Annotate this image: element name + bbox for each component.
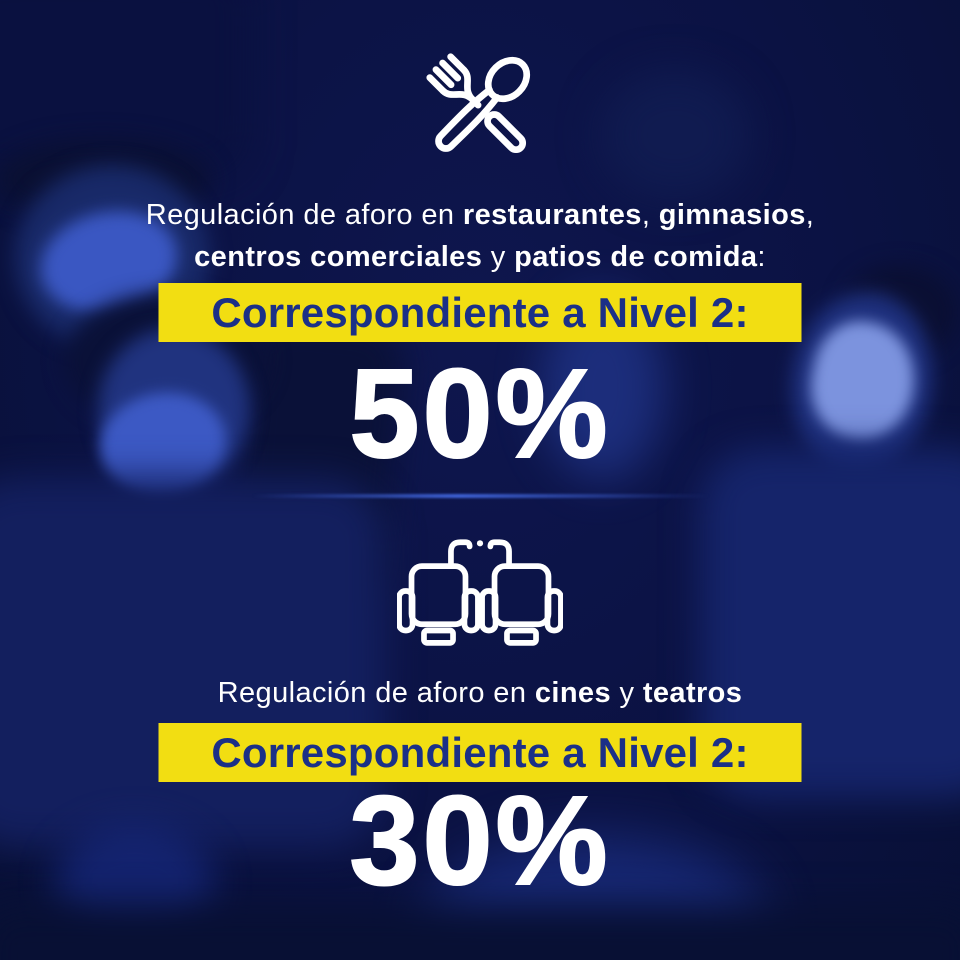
section2-intro-text: Regulación de aforo en cines y teatros [0, 672, 960, 714]
highlight-gimnasios: gimnasios [658, 199, 806, 231]
intro-segment: Regulación de aforo en [145, 199, 463, 231]
highlight-centros-comerciales: centros comerciales [194, 241, 483, 273]
banner-label: Correspondiente a Nivel 2: [211, 728, 749, 776]
fork-spoon-icon [413, 40, 547, 174]
highlight-patios-de-comida: patios de comida [514, 241, 758, 273]
intro-segment: y [611, 677, 643, 709]
bg-person2-body [0, 478, 385, 848]
highlight-restaurantes: restaurantes [462, 199, 642, 231]
highlight-cines: cines [534, 677, 611, 709]
section1-intro-text: Regulación de aforo en restaurantes, gim… [0, 194, 960, 278]
intro-segment: , [805, 199, 815, 231]
level2-banner-1: Correspondiente a Nivel 2: [158, 283, 802, 342]
intro-segment: y [482, 241, 515, 273]
intro-segment: Regulación de aforo en [217, 677, 535, 709]
banner-label: Correspondiente a Nivel 2: [211, 288, 749, 336]
capacity-value-restaurants: 50% [348, 343, 611, 484]
bg-bottom-shadow [0, 905, 960, 960]
intro-segment: , [641, 199, 659, 231]
capacity-value-cinemas: 30% [348, 770, 611, 911]
bg-seat-shape [600, 70, 750, 200]
highlight-teatros: teatros [642, 677, 743, 709]
level2-banner-2: Correspondiente a Nivel 2: [158, 723, 802, 782]
intro-segment: : [757, 241, 766, 273]
cinema-seats-icon [397, 528, 563, 652]
bg-light-streak [252, 494, 710, 498]
